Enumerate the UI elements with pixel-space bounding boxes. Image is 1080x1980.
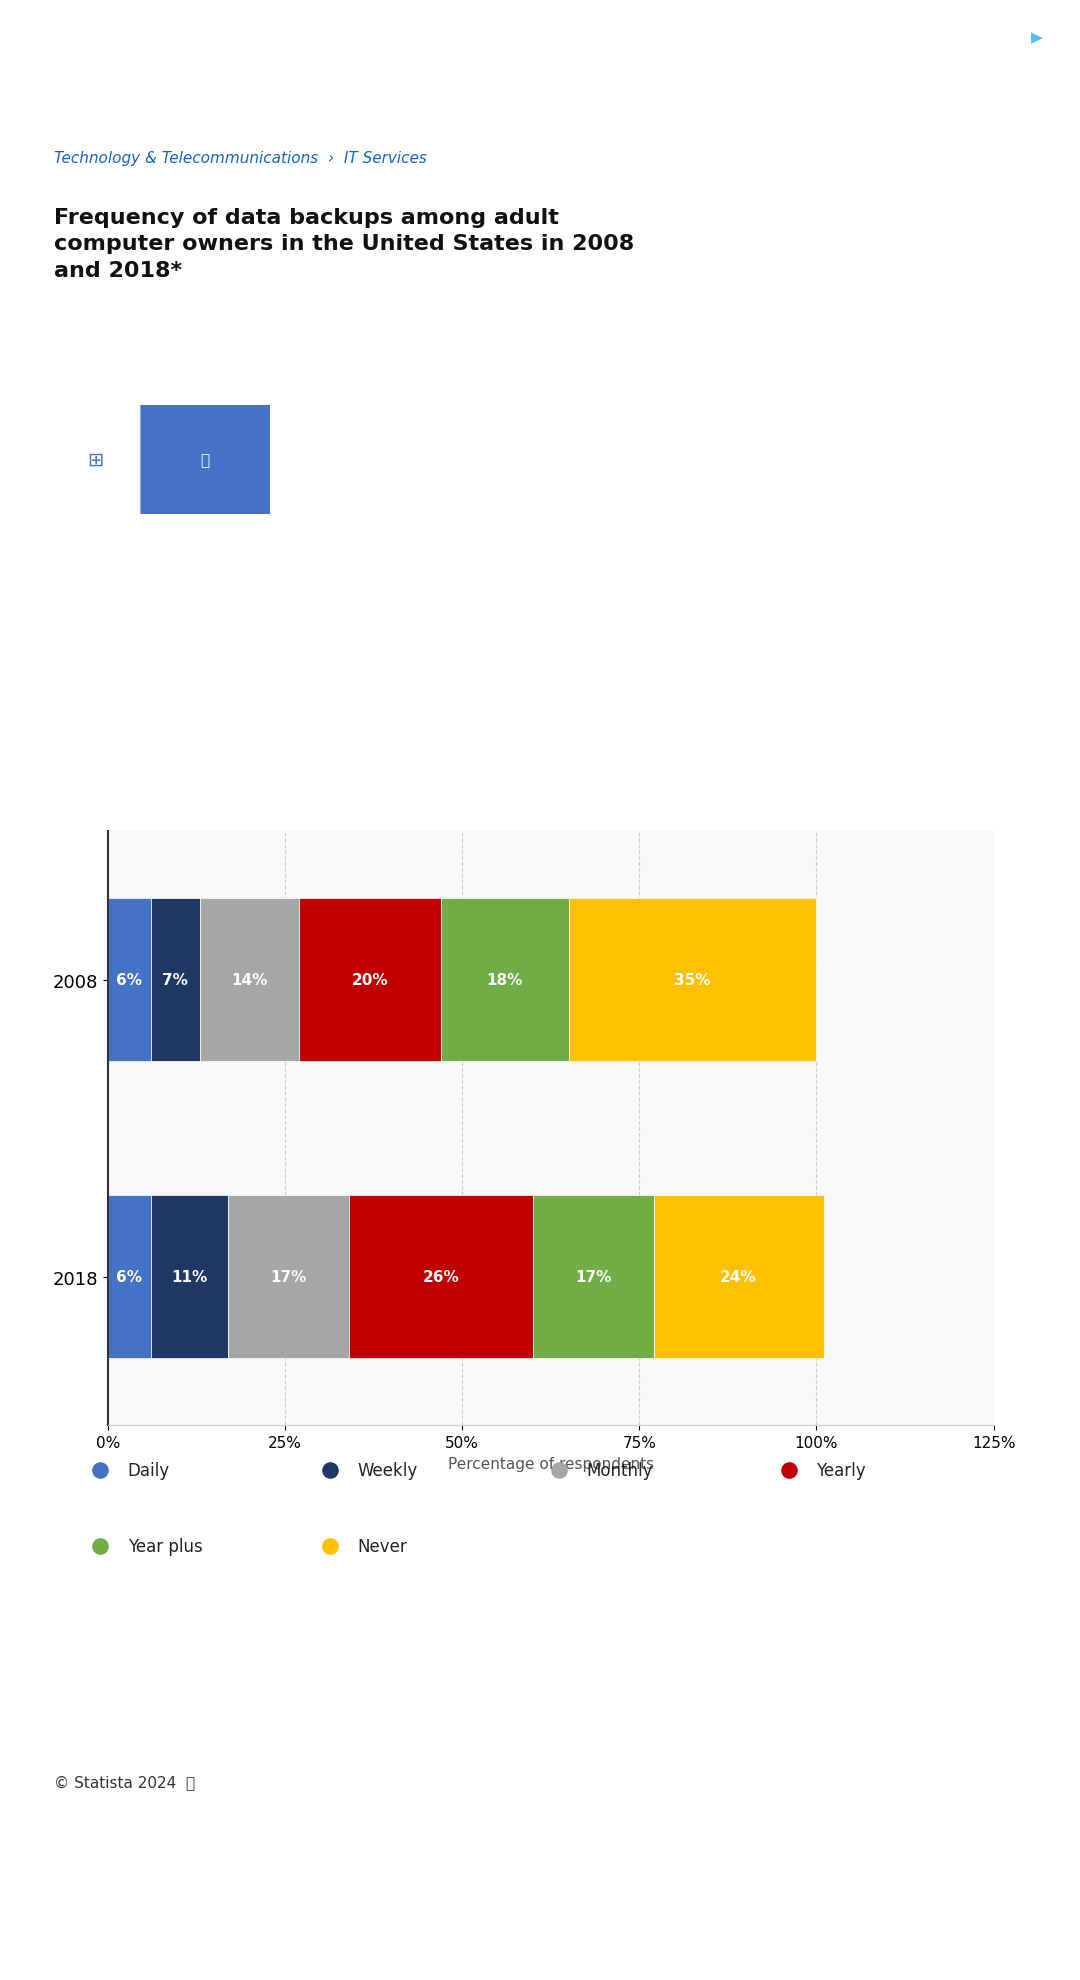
- Text: 18%: 18%: [487, 972, 523, 988]
- Text: 35%: 35%: [674, 972, 711, 988]
- Bar: [568, 899, 816, 1061]
- Bar: [200, 899, 299, 1061]
- Bar: [150, 899, 200, 1061]
- Bar: [229, 1196, 349, 1358]
- Point: [662, 544, 679, 576]
- Text: Weekly: Weekly: [357, 1461, 418, 1479]
- FancyBboxPatch shape: [43, 400, 147, 521]
- X-axis label: Percentage of respondents: Percentage of respondents: [448, 1455, 653, 1471]
- Bar: [150, 1196, 229, 1358]
- Text: Monthly: Monthly: [586, 1461, 653, 1479]
- Bar: [108, 899, 150, 1061]
- Text: Daily: Daily: [127, 1461, 170, 1479]
- Text: © Statista 2024  🏴: © Statista 2024 🏴: [54, 1774, 195, 1790]
- Text: 20%: 20%: [352, 972, 389, 988]
- Text: ⊞: ⊞: [86, 451, 104, 469]
- Text: iFunny.co: iFunny.co: [885, 1944, 951, 1956]
- Text: www.statista.com/statistics/881125/us-data-...: www.statista.com/statistics/881125/us-da…: [348, 30, 732, 46]
- Text: 📊: 📊: [201, 453, 210, 467]
- Text: ▶: ▶: [1031, 30, 1042, 46]
- Bar: [349, 1196, 534, 1358]
- Text: 6%: 6%: [117, 972, 143, 988]
- Text: Frequency of data backups among adult
computer owners in the United States in 20: Frequency of data backups among adult co…: [54, 208, 634, 281]
- Bar: [108, 1196, 150, 1358]
- Text: 17%: 17%: [270, 1269, 307, 1285]
- Bar: [441, 899, 568, 1061]
- Text: 7%: 7%: [162, 972, 188, 988]
- Text: 🔒: 🔒: [44, 30, 53, 46]
- Text: 11%: 11%: [172, 1269, 207, 1285]
- Text: 6%: 6%: [117, 1269, 143, 1285]
- Bar: [653, 1196, 824, 1358]
- Text: Technology & Telecommunications  ›  IT Services: Technology & Telecommunications › IT Ser…: [54, 150, 427, 166]
- Bar: [299, 899, 441, 1061]
- Text: 17%: 17%: [576, 1269, 611, 1285]
- Text: 24%: 24%: [720, 1269, 757, 1285]
- Text: 26%: 26%: [422, 1269, 459, 1285]
- Text: 14%: 14%: [231, 972, 268, 988]
- Text: Never: Never: [357, 1536, 407, 1556]
- Bar: [534, 1196, 653, 1358]
- Point: [662, 1238, 679, 1269]
- Text: Yearly: Yearly: [816, 1461, 866, 1479]
- FancyBboxPatch shape: [140, 400, 270, 521]
- Text: Year plus: Year plus: [127, 1536, 202, 1556]
